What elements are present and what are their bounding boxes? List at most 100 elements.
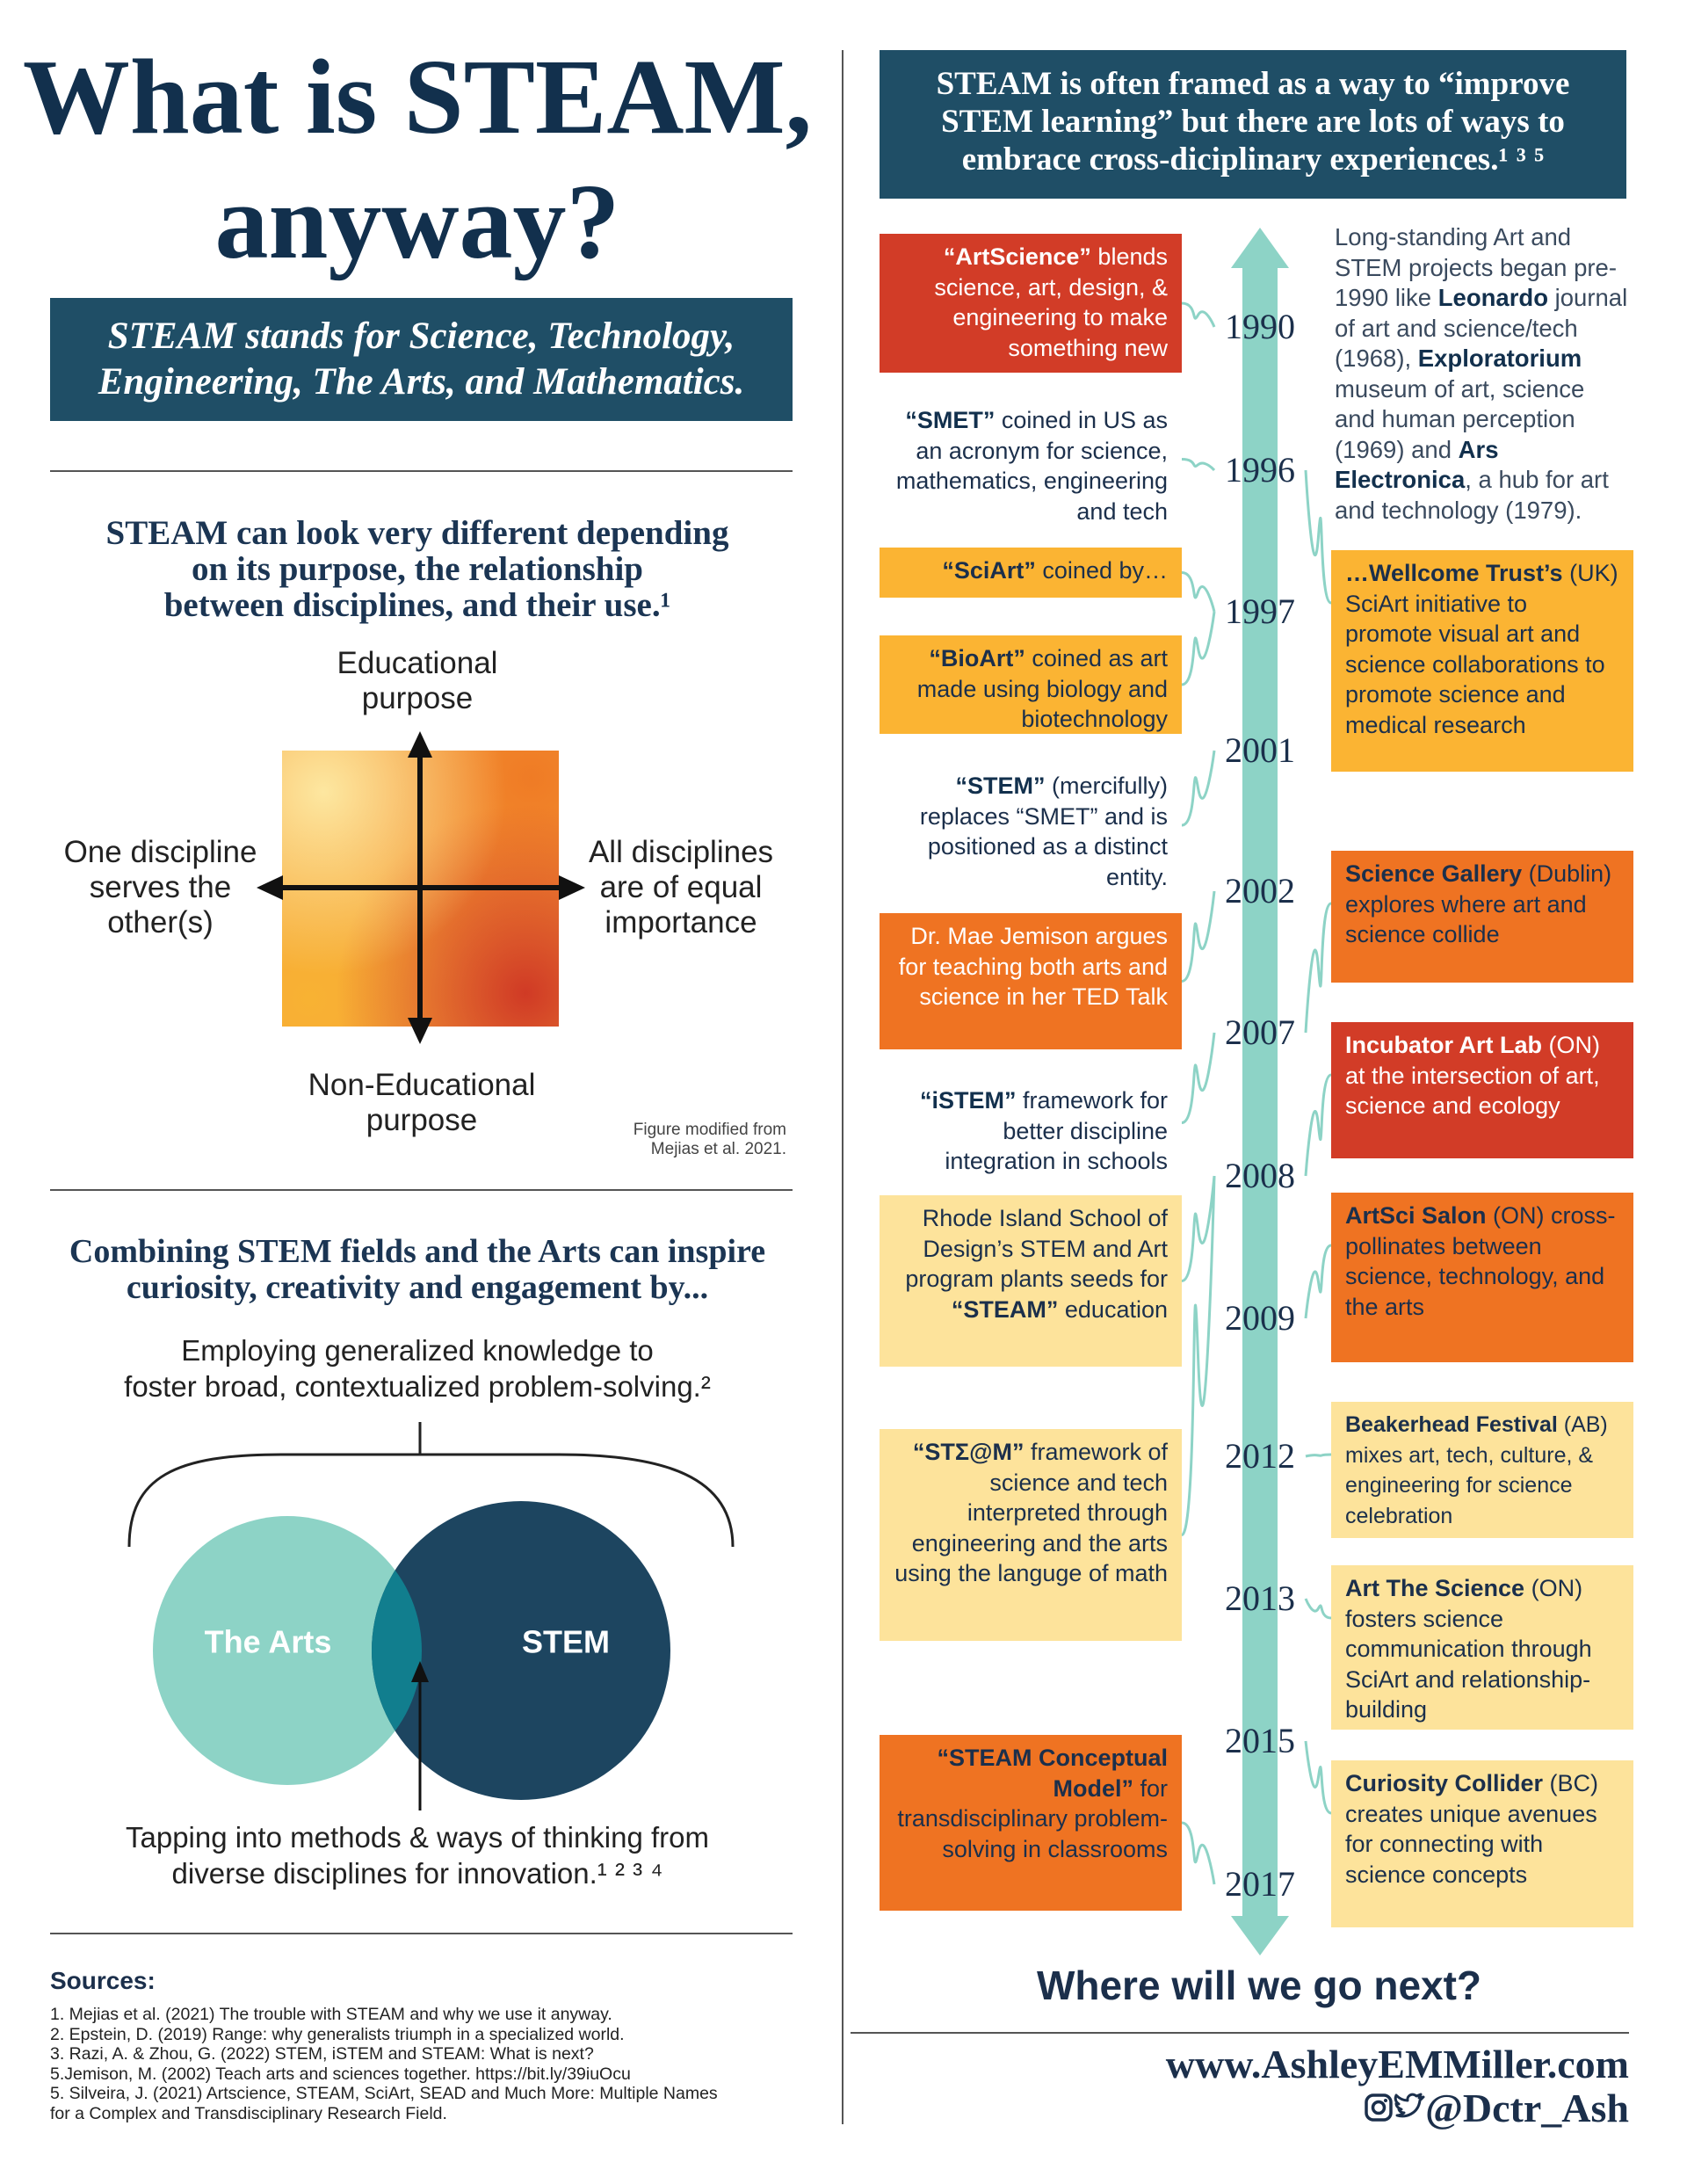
- connector: [1181, 611, 1216, 686]
- banner-line: Engineering, The Arts, and Mathematics.: [98, 361, 745, 403]
- event-box: Art The Science (ON) fosters science com…: [1331, 1565, 1633, 1730]
- connectors: [1180, 301, 1332, 1885]
- event-box: ArtSci Salon (ON) cross-pollinates betwe…: [1331, 1193, 1633, 1362]
- event-box: “SciArt” coined by…: [880, 548, 1182, 598]
- event-box: “STEAM Conceptual Model” for transdiscip…: [880, 1735, 1182, 1911]
- connector: [1181, 458, 1216, 472]
- banner-line: embrace cross-diciplinary experiences.¹ …: [961, 141, 1545, 178]
- sources-list: 1. Mejias et al. (2021) The trouble with…: [50, 2005, 718, 2123]
- event-text: , a hub for art and technology (1979).: [1335, 466, 1609, 524]
- arts-circle: [153, 1516, 422, 1785]
- brace: [127, 1453, 735, 1548]
- connector: [1304, 469, 1332, 605]
- heading-line: Combining STEM fields and the Arts can i…: [69, 1233, 766, 1270]
- year-label: 2008: [1225, 1156, 1295, 1195]
- venn-heading: Combining STEM fields and the Arts can i…: [0, 1234, 835, 1306]
- event-text: museum of art, science and human percept…: [1335, 374, 1585, 463]
- rule: [50, 1933, 793, 1934]
- event-text: framework of science and tech interprete…: [894, 1439, 1168, 1586]
- venn-bottom-text: Tapping into methods & ways of thinking …: [0, 1819, 835, 1891]
- event-box: “STEM” (mercifully) replaces “SMET” and …: [880, 763, 1182, 890]
- source-item: 5. Silveira, J. (2021) Artscience, STEAM…: [50, 2084, 718, 2103]
- credit-line: Mejias et al. 2021.: [650, 1140, 786, 1158]
- page-title: What is STEAM, anyway?: [0, 35, 835, 285]
- event-text: (mercifully) replaces “SMET” and is posi…: [919, 773, 1168, 890]
- heading-line: between disciplines, and their use.¹: [163, 586, 671, 624]
- quadrant-right-label: All disciplines are of equal importance: [554, 835, 808, 940]
- event-highlight: “STEAM Conceptual Model”: [937, 1745, 1168, 1802]
- rule: [50, 470, 793, 472]
- text-line: foster broad, contextualized problem-sol…: [124, 1370, 711, 1403]
- connector: [1304, 1598, 1332, 1620]
- social-handle: @Dctr_Ash: [1364, 2085, 1629, 2131]
- event-box: “ArtScience” blends science, art, design…: [880, 234, 1182, 373]
- heading-line: STEAM can look very different depending: [105, 514, 729, 552]
- year-label: 2015: [1225, 1721, 1295, 1760]
- event-text: (ON) cross-pollinates between science, t…: [1345, 1202, 1616, 1320]
- quadrant-heading: STEAM can look very different depending …: [0, 515, 835, 623]
- heading-line: curiosity, creativity and engagement by.…: [126, 1269, 709, 1306]
- event-highlight: ArtSci Salon: [1345, 1202, 1487, 1229]
- event-text: (BC) creates unique avenues for connecti…: [1345, 1770, 1599, 1888]
- arts-label: The Arts: [205, 1624, 332, 1660]
- event-highlight: …Wellcome Trust’s: [1345, 560, 1563, 586]
- connector: [1305, 1453, 1332, 1458]
- year-label: 2002: [1225, 871, 1295, 911]
- event-highlight: Beakerhead Festival: [1345, 1412, 1558, 1437]
- event-text: framework for better discipline integrat…: [945, 1087, 1168, 1174]
- timeline-head-top: [1231, 228, 1289, 268]
- year-label: 2017: [1225, 1864, 1295, 1904]
- handle-text: @Dctr_Ash: [1425, 2086, 1629, 2130]
- title-line: anyway?: [214, 163, 620, 281]
- timeline-head-bottom: [1231, 1916, 1289, 1955]
- event-highlight: “iSTEM”: [919, 1087, 1017, 1114]
- event-text: Rhode Island School of Design’s STEM and…: [905, 1205, 1168, 1292]
- event-box: Science Gallery (Dublin) explores where …: [1331, 851, 1633, 983]
- event-text: (ON) at the intersection of art, science…: [1345, 1032, 1600, 1119]
- event-text: blends science, art, design, & engineeri…: [934, 243, 1168, 361]
- event-box: …Wellcome Trust’s (UK) SciArt initiative…: [1331, 550, 1633, 772]
- event-box: Long-standing Art and STEM projects bega…: [1331, 222, 1633, 524]
- event-text: coined in US as an acronym for science, …: [895, 407, 1168, 525]
- event-highlight: “STEM”: [955, 773, 1046, 799]
- event-text: coined as art made using biology and bio…: [916, 645, 1168, 732]
- event-highlight: “SMET”: [905, 407, 996, 433]
- connector: [1181, 750, 1216, 827]
- social-icons: [1365, 2093, 1425, 2122]
- event-highlight: Incubator Art Lab: [1345, 1032, 1543, 1058]
- source-item: for a Complex and Transdisciplinary Rese…: [50, 2103, 447, 2123]
- event-highlight: “BioArt”: [929, 645, 1025, 671]
- event-box: “iSTEM” framework for better discipline …: [880, 1077, 1182, 1174]
- source-item: 2. Epstein, D. (2019) Range: why general…: [50, 2024, 625, 2044]
- quadrant-left-label: One discipline serves the other(s): [35, 835, 286, 940]
- connector: [1181, 890, 1216, 983]
- text-line: Employing generalized knowledge to: [181, 1334, 654, 1367]
- event-highlight: “ArtScience”: [943, 243, 1091, 270]
- event-text: (AB) mixes art, tech, culture, & enginee…: [1345, 1412, 1608, 1528]
- credit-line: Figure modified from: [633, 1121, 786, 1139]
- stem-circle: [372, 1501, 670, 1800]
- connector: [1304, 902, 1332, 1034]
- quadrant-bottom-label: Non-Educational purpose: [290, 1068, 554, 1138]
- event-text: for transdisciplinary problem-solving in…: [897, 1774, 1168, 1862]
- year-label: 1997: [1225, 591, 1295, 631]
- source-item: 5.Jemison, M. (2002) Teach arts and scie…: [50, 2064, 631, 2084]
- title-line: What is STEAM,: [22, 38, 813, 156]
- connector: [1181, 1821, 1216, 1885]
- website: www.AshleyEMMiller.com: [1165, 2042, 1629, 2086]
- timeline-banner: STEAM is often framed as a way to “impro…: [880, 50, 1626, 199]
- text-line: Tapping into methods & ways of thinking …: [125, 1821, 709, 1854]
- event-highlight: Ars Electronica: [1335, 435, 1499, 494]
- event-highlight: Art The Science: [1345, 1575, 1525, 1601]
- quadrant-axes: [257, 731, 585, 1044]
- label-line: One discipline: [63, 835, 257, 869]
- timeline-shaft: [1242, 264, 1278, 1920]
- year-label: 2012: [1225, 1436, 1295, 1476]
- figure-credit: Figure modified from Mejias et al. 2021.: [634, 1121, 786, 1159]
- event-box: Incubator Art Lab (ON) at the intersecti…: [1331, 1022, 1633, 1158]
- connector: [1304, 1073, 1332, 1177]
- label-line: Non-Educational: [308, 1068, 536, 1102]
- event-box: “STΣ@M” framework of science and tech in…: [880, 1429, 1182, 1641]
